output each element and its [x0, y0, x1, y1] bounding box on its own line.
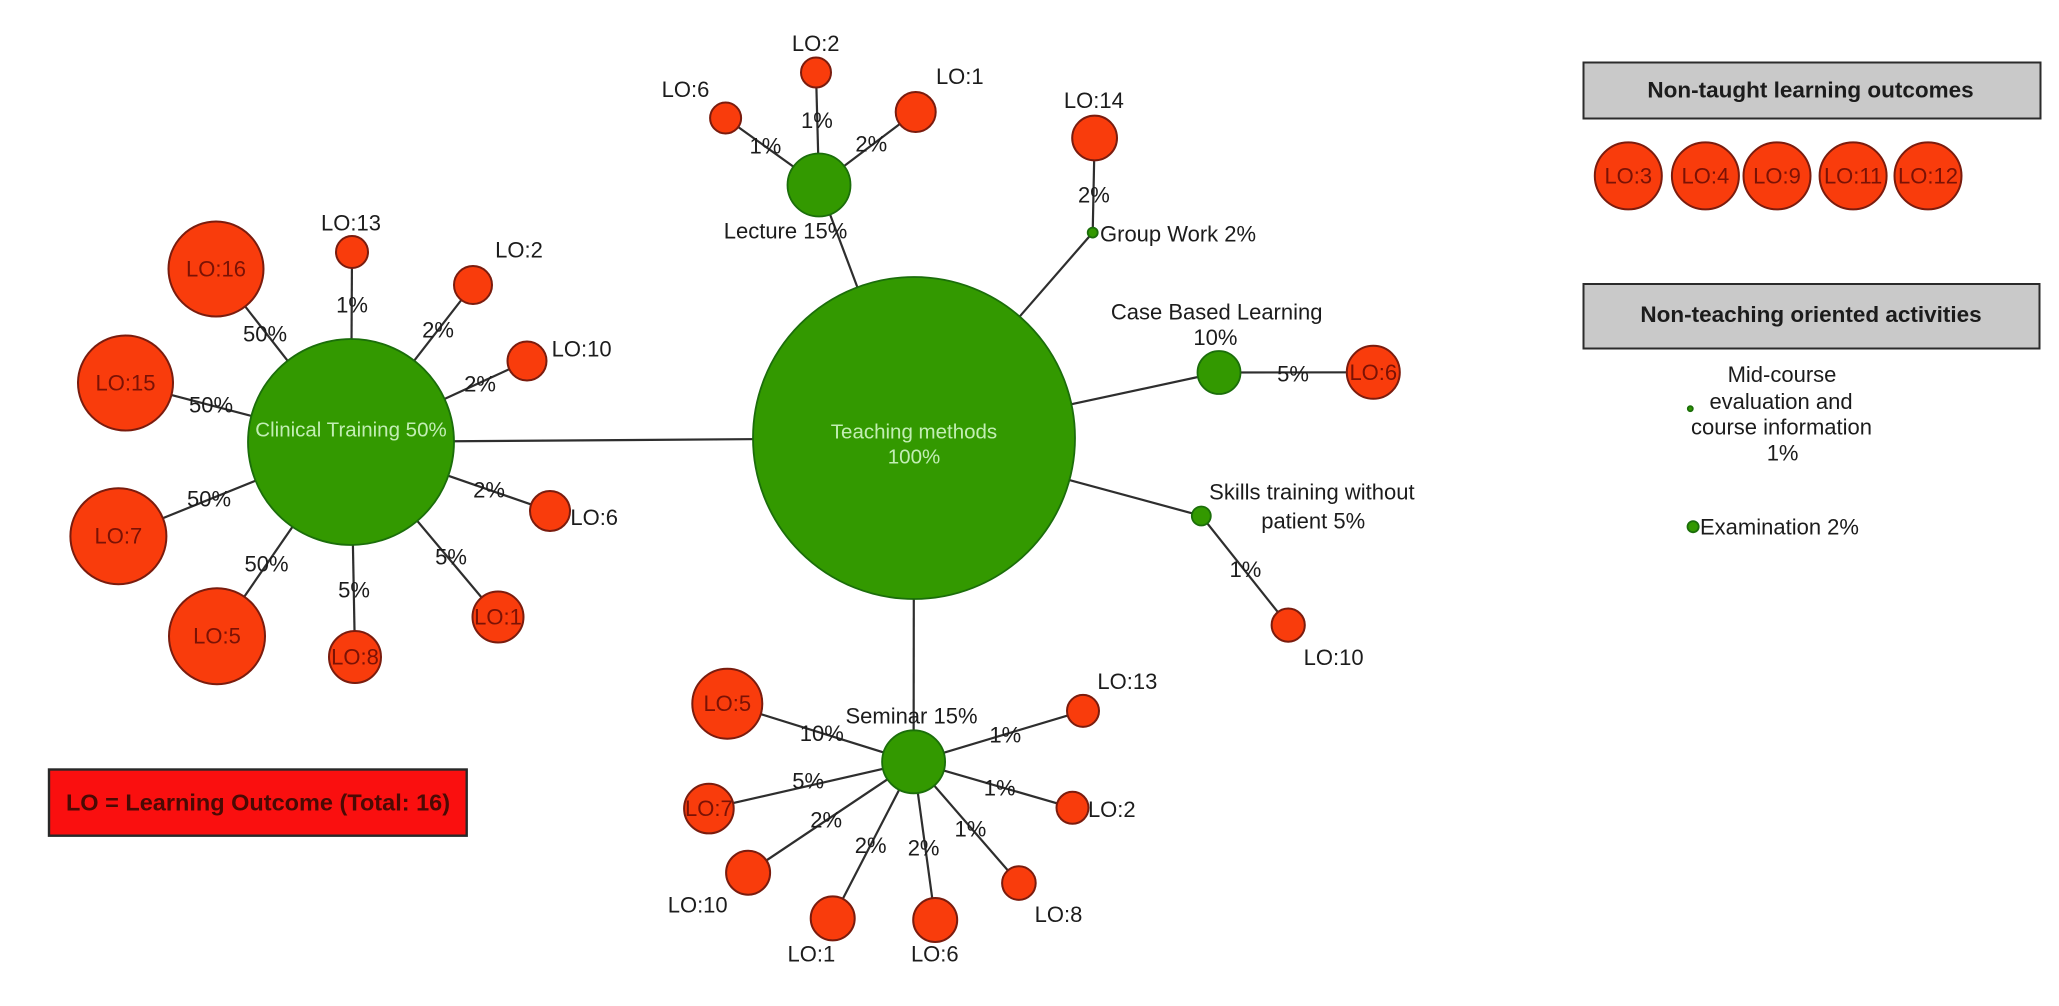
- svg-text:LO:5: LO:5: [703, 691, 751, 716]
- svg-text:LO:7: LO:7: [685, 796, 733, 821]
- svg-text:1%: 1%: [336, 293, 368, 318]
- svg-text:LO:5: LO:5: [193, 624, 241, 649]
- svg-text:Clinical Training 50%: Clinical Training 50%: [255, 419, 446, 442]
- svg-text:patient 5%: patient 5%: [1261, 508, 1365, 533]
- svg-text:LO:10: LO:10: [552, 337, 612, 362]
- svg-text:LO = Learning Outcome (Total:: LO = Learning Outcome (Total: 16): [66, 790, 450, 816]
- svg-text:course information: course information: [1691, 415, 1872, 440]
- svg-text:LO:6: LO:6: [911, 942, 959, 967]
- svg-text:LO:2: LO:2: [792, 31, 840, 56]
- svg-text:LO:10: LO:10: [1304, 645, 1364, 670]
- svg-text:2%: 2%: [422, 318, 454, 343]
- svg-text:10%: 10%: [800, 721, 844, 746]
- svg-text:Lecture 15%: Lecture 15%: [724, 218, 848, 243]
- svg-text:LO:8: LO:8: [331, 645, 379, 670]
- svg-text:1%: 1%: [955, 817, 987, 842]
- svg-text:2%: 2%: [855, 132, 887, 157]
- svg-text:2%: 2%: [908, 835, 940, 860]
- svg-text:LO:11: LO:11: [1824, 163, 1882, 188]
- svg-text:1%: 1%: [984, 775, 1016, 800]
- svg-text:50%: 50%: [244, 552, 288, 577]
- svg-text:5%: 5%: [792, 769, 824, 794]
- svg-text:1%: 1%: [1230, 557, 1262, 582]
- svg-text:2%: 2%: [855, 833, 887, 858]
- svg-text:Skills training without: Skills training without: [1209, 480, 1414, 505]
- svg-text:Mid-course: Mid-course: [1728, 362, 1837, 387]
- svg-text:100%: 100%: [888, 446, 940, 469]
- svg-text:LO:13: LO:13: [1097, 669, 1157, 694]
- svg-text:LO:10: LO:10: [668, 893, 728, 918]
- svg-text:LO:7: LO:7: [95, 524, 143, 549]
- svg-text:LO:1: LO:1: [474, 605, 522, 630]
- svg-text:50%: 50%: [243, 322, 287, 347]
- svg-text:50%: 50%: [189, 393, 233, 418]
- svg-text:LO:6: LO:6: [662, 77, 710, 102]
- svg-text:Non-teaching oriented activiti: Non-teaching oriented activities: [1640, 302, 1981, 327]
- svg-text:LO:3: LO:3: [1604, 163, 1652, 188]
- svg-text:10%: 10%: [1193, 325, 1237, 350]
- svg-text:1%: 1%: [750, 133, 782, 158]
- svg-text:Group Work 2%: Group Work 2%: [1100, 221, 1256, 246]
- svg-text:LO:6: LO:6: [570, 505, 618, 530]
- svg-text:LO:14: LO:14: [1064, 88, 1124, 113]
- svg-text:2%: 2%: [473, 478, 505, 503]
- svg-text:LO:1: LO:1: [788, 942, 836, 967]
- svg-text:2%: 2%: [464, 372, 496, 397]
- svg-text:LO:8: LO:8: [1035, 902, 1083, 927]
- svg-text:evaluation and: evaluation and: [1709, 389, 1852, 414]
- svg-text:Non-taught learning outcomes: Non-taught learning outcomes: [1647, 78, 1973, 103]
- svg-text:LO:2: LO:2: [495, 238, 543, 263]
- svg-text:1%: 1%: [1767, 440, 1799, 465]
- svg-text:1%: 1%: [801, 108, 833, 133]
- svg-text:LO:4: LO:4: [1682, 163, 1730, 188]
- svg-text:50%: 50%: [187, 487, 231, 512]
- svg-text:2%: 2%: [810, 807, 842, 832]
- svg-text:1%: 1%: [989, 723, 1021, 748]
- svg-text:Seminar 15%: Seminar 15%: [845, 704, 977, 729]
- svg-text:Examination 2%: Examination 2%: [1700, 515, 1859, 540]
- svg-text:LO:12: LO:12: [1898, 163, 1958, 188]
- svg-text:2%: 2%: [1078, 182, 1110, 207]
- svg-text:Teaching methods: Teaching methods: [831, 421, 997, 444]
- svg-text:LO:9: LO:9: [1753, 163, 1801, 188]
- svg-text:LO:13: LO:13: [321, 211, 381, 236]
- svg-text:LO:15: LO:15: [96, 371, 156, 396]
- svg-text:LO:6: LO:6: [1349, 360, 1397, 385]
- svg-text:LO:2: LO:2: [1088, 797, 1136, 822]
- svg-text:5%: 5%: [435, 545, 467, 570]
- svg-text:Case Based Learning: Case Based Learning: [1111, 299, 1323, 324]
- svg-text:5%: 5%: [1277, 362, 1309, 387]
- svg-text:5%: 5%: [338, 578, 370, 603]
- svg-text:LO:16: LO:16: [186, 257, 246, 282]
- svg-text:LO:1: LO:1: [936, 64, 984, 89]
